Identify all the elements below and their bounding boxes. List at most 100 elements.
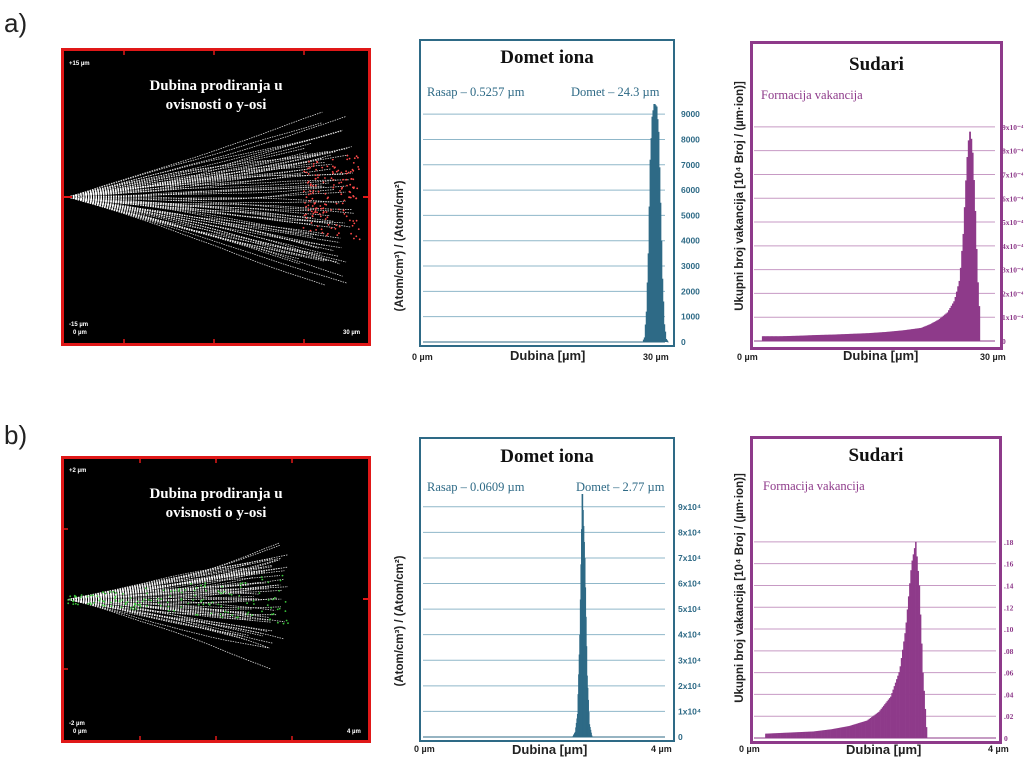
recoil-dot <box>120 606 123 608</box>
recoil-dot <box>180 591 183 594</box>
bar <box>771 336 773 341</box>
y-tick-label: 0 <box>1002 337 1006 346</box>
bar <box>825 729 828 738</box>
recoil-dot <box>284 610 287 612</box>
bar <box>784 336 787 341</box>
bar <box>874 714 877 738</box>
recoil-dot <box>332 165 334 168</box>
bar <box>819 730 822 738</box>
bar <box>900 330 903 341</box>
recoil-dot <box>135 608 137 610</box>
recoil-dot <box>312 212 315 215</box>
bar <box>930 323 933 341</box>
range-chart-b: 0 1x10⁴ 2x10⁴ 3x10⁴ 4x10⁴ 5x10⁴ 6x10⁴ 7x10⁴ 8x10… <box>423 494 701 742</box>
recoil-dot <box>221 592 223 595</box>
bar <box>878 332 880 341</box>
bar <box>793 335 796 341</box>
range-title: Domet iona <box>500 446 594 467</box>
bar <box>876 332 879 341</box>
y-tick-label: 5x10⁴ <box>678 604 701 614</box>
bar <box>827 334 830 341</box>
bar <box>857 723 860 738</box>
bar <box>790 335 793 341</box>
collisions-legend: Formacija vakancija <box>761 88 863 102</box>
bar <box>886 701 889 738</box>
recoil-dot <box>324 218 327 220</box>
bar <box>904 633 906 738</box>
tracks-group <box>67 111 354 286</box>
recoil-dot <box>67 599 70 601</box>
ion-track <box>67 581 261 600</box>
bar <box>940 317 942 341</box>
recoil-dot <box>194 594 196 597</box>
bar <box>823 730 825 738</box>
collisions-x-start-b: 0 µm <box>739 744 760 754</box>
bar <box>767 336 769 341</box>
bar <box>764 336 767 341</box>
recoil-dot <box>309 229 312 232</box>
bar <box>905 329 908 341</box>
recoil-dot <box>307 193 310 196</box>
recoil-dot <box>311 197 314 200</box>
bar <box>958 280 961 341</box>
bar <box>831 334 834 341</box>
recoil-dot <box>184 589 187 591</box>
y-tick-label: .06 <box>1004 669 1014 678</box>
bar <box>788 336 791 341</box>
bar <box>796 732 798 738</box>
collisions-title: Sudari <box>848 445 904 466</box>
recoil-dot <box>190 583 192 585</box>
y-top-label: +15 µm <box>69 61 90 67</box>
recoil-dot <box>309 166 311 169</box>
recoil-dot <box>285 619 288 622</box>
bar <box>949 307 952 341</box>
ion-track <box>67 581 248 600</box>
recoil-group <box>302 154 361 241</box>
recoil-dot <box>331 158 334 161</box>
bar <box>946 312 949 341</box>
bar <box>867 333 870 341</box>
recoil-dot <box>340 181 343 184</box>
bar <box>846 334 849 341</box>
recoil-dot <box>321 231 324 234</box>
bar <box>879 332 882 341</box>
recoil-dot <box>146 592 148 595</box>
ion-track <box>67 111 323 198</box>
recoil-dot <box>270 613 273 616</box>
y-tick-label: .16 <box>1004 560 1014 569</box>
bar <box>825 334 828 341</box>
bar <box>904 330 907 341</box>
bar <box>892 331 895 341</box>
recoil-dot <box>266 604 269 606</box>
bar <box>662 301 665 342</box>
recoil-dot <box>114 595 117 598</box>
bar <box>859 333 862 341</box>
bar <box>966 157 969 341</box>
recoil-dot <box>353 222 356 225</box>
bar <box>934 321 937 341</box>
recoil-dot <box>209 603 211 606</box>
bar <box>808 335 810 341</box>
recoil-dot <box>315 229 317 231</box>
recoil-dot <box>217 603 220 606</box>
recoil-dot <box>314 211 316 214</box>
recoil-dot <box>310 222 313 224</box>
bar <box>897 675 899 738</box>
ion-track <box>67 186 325 198</box>
projected-range-label: Domet – 24.3 µm <box>571 85 660 99</box>
bar <box>925 325 928 341</box>
bar <box>916 328 919 341</box>
recoil-dot <box>340 193 343 196</box>
bar <box>818 730 821 738</box>
bar <box>887 331 890 341</box>
bar <box>967 140 970 341</box>
bar <box>954 296 957 341</box>
ion-track <box>67 196 340 243</box>
recoil-dot <box>304 202 306 204</box>
recoil-dot <box>314 177 317 180</box>
bar <box>789 335 792 341</box>
bar <box>862 333 865 341</box>
bar <box>787 732 790 738</box>
bar <box>769 336 772 341</box>
recoil-dot <box>241 582 244 584</box>
